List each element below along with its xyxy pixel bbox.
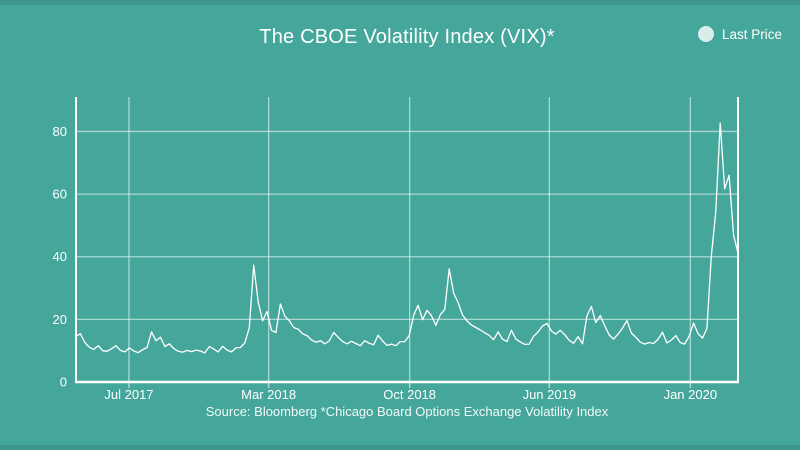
source-note: Source: Bloomberg *Chicago Board Options… <box>205 404 609 419</box>
legend-label: Last Price <box>721 26 782 42</box>
x-tick-label: Jan 2020 <box>664 387 718 402</box>
x-tick-label: Oct 2018 <box>383 387 436 402</box>
chart-title: The CBOE Volatility Index (VIX)* <box>259 26 555 48</box>
y-tick-label: 20 <box>53 312 67 327</box>
x-tick-label: Jul 2017 <box>104 387 153 402</box>
x-tick-label: Jun 2019 <box>523 387 577 402</box>
y-tick-label: 80 <box>53 124 67 139</box>
x-tick-label: Mar 2018 <box>241 387 296 402</box>
y-tick-label: 40 <box>53 249 67 264</box>
legend-marker-icon <box>697 26 714 42</box>
y-tick-label: 60 <box>53 187 67 202</box>
legend[interactable]: Last Price <box>697 26 782 42</box>
top-edge-strip <box>0 0 800 5</box>
y-tick-label: 0 <box>60 375 67 390</box>
bottom-edge-strip <box>0 445 800 450</box>
vix-price-line <box>75 122 739 354</box>
